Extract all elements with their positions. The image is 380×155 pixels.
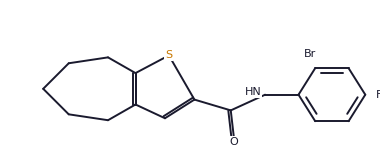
Text: S: S (165, 50, 173, 60)
Text: HN: HN (244, 87, 261, 97)
Text: O: O (230, 137, 238, 147)
Text: F: F (376, 90, 380, 100)
Text: Br: Br (304, 49, 317, 59)
